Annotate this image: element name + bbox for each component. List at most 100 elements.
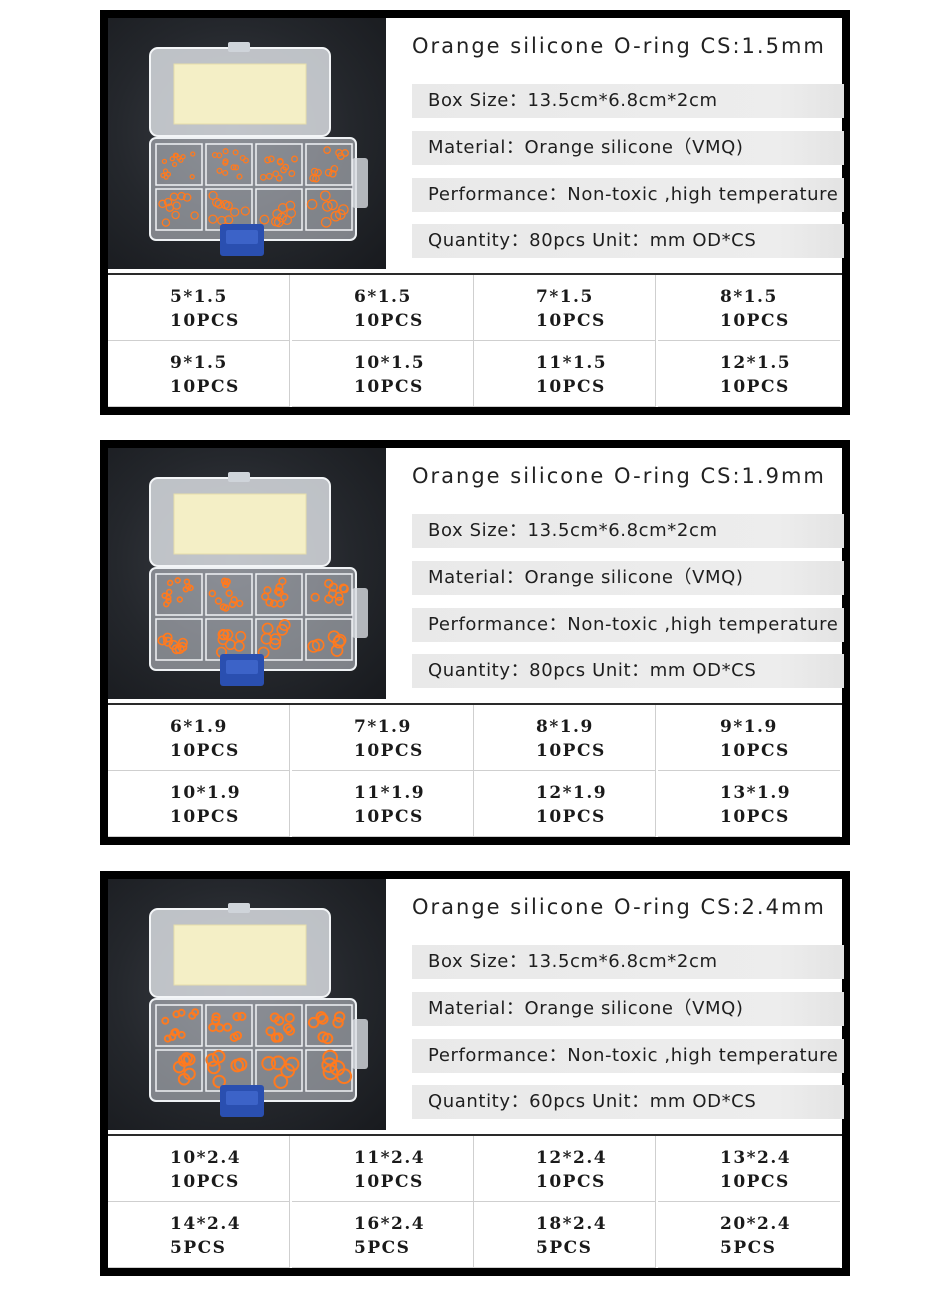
- qty-value: 10PCS: [536, 311, 606, 331]
- size-table-2: 6*1.9 10PCS 7*1.9 10PCS 8*1.9 10PCS 9*1.9 10…: [108, 703, 842, 837]
- size-cell: 12*2.4 10PCS: [474, 1136, 656, 1202]
- size-cell: 18*2.4 5PCS: [474, 1202, 656, 1268]
- size-value: 8*1.9: [536, 717, 594, 737]
- qty-value: 10PCS: [170, 377, 240, 397]
- qty-value: 10PCS: [170, 1172, 240, 1192]
- size-cell: 6*1.5 10PCS: [292, 275, 474, 341]
- product-photo-2: [108, 448, 386, 699]
- qty-value: 5PCS: [354, 1238, 411, 1258]
- size-cell: 14*2.4 5PCS: [108, 1202, 290, 1268]
- qty-value: 10PCS: [536, 741, 606, 761]
- size-cell: 13*2.4 10PCS: [658, 1136, 840, 1202]
- product-photo-1: [108, 18, 386, 269]
- organizer-box-illustration: [149, 903, 368, 1117]
- size-value: 12*2.4: [536, 1148, 608, 1168]
- size-value: 6*1.5: [354, 287, 412, 307]
- product-panel-2: Orange silicone O-ring CS:1.9mm Box Size…: [100, 440, 850, 845]
- size-cell: 10*1.9 10PCS: [108, 771, 290, 837]
- qty-value: 10PCS: [170, 741, 240, 761]
- qty-value: 10PCS: [720, 807, 790, 827]
- qty-value: 10PCS: [170, 311, 240, 331]
- spec-box-size: Box Size：13.5cm*6.8cm*2cm: [412, 84, 844, 118]
- spec-material: Material：Orange silicone（VMQ): [412, 561, 844, 595]
- size-cell: 13*1.9 10PCS: [658, 771, 840, 837]
- size-cell: 7*1.5 10PCS: [474, 275, 656, 341]
- size-cell: 10*2.4 10PCS: [108, 1136, 290, 1202]
- spec-performance: Performance：Non-toxic ,high temperature: [412, 178, 844, 212]
- qty-value: 10PCS: [354, 377, 424, 397]
- size-cell: 10*1.5 10PCS: [292, 341, 474, 407]
- size-value: 10*1.9: [170, 783, 242, 803]
- size-value: 7*1.9: [354, 717, 412, 737]
- size-value: 13*2.4: [720, 1148, 792, 1168]
- size-value: 11*1.5: [536, 353, 608, 373]
- spec-quantity: Quantity：80pcs Unit：mm OD*CS: [412, 654, 844, 688]
- spec-quantity: Quantity：60pcs Unit：mm OD*CS: [412, 1085, 844, 1119]
- spec-box-size: Box Size：13.5cm*6.8cm*2cm: [412, 945, 844, 979]
- size-value: 11*2.4: [354, 1148, 426, 1168]
- size-cell: 11*1.5 10PCS: [474, 341, 656, 407]
- panel-inner: Orange silicone O-ring CS:1.5mm Box Size…: [108, 18, 844, 407]
- size-value: 7*1.5: [536, 287, 594, 307]
- organizer-box-illustration: [149, 472, 368, 686]
- product-panel-3: Orange silicone O-ring CS:2.4mm Box Size…: [100, 871, 850, 1276]
- qty-value: 10PCS: [720, 311, 790, 331]
- spec-quantity: Quantity：80pcs Unit：mm OD*CS: [412, 224, 844, 258]
- size-value: 14*2.4: [170, 1214, 242, 1234]
- qty-value: 10PCS: [170, 807, 240, 827]
- size-value: 6*1.9: [170, 717, 228, 737]
- panel-title: Orange silicone O-ring CS:1.9mm: [412, 464, 826, 488]
- spec-performance: Performance：Non-toxic ,high temperature: [412, 1039, 844, 1073]
- size-cell: 6*1.9 10PCS: [108, 705, 290, 771]
- size-value: 10*2.4: [170, 1148, 242, 1168]
- organizer-box-illustration: [149, 42, 368, 256]
- qty-value: 5PCS: [170, 1238, 227, 1258]
- spec-section: Orange silicone O-ring CS:1.9mm Box Size…: [386, 448, 844, 699]
- size-table-3: 10*2.4 10PCS 11*2.4 10PCS 12*2.4 10PCS 13*2…: [108, 1134, 842, 1268]
- spec-section: Orange silicone O-ring CS:2.4mm Box Size…: [386, 879, 844, 1130]
- size-table-1: 5*1.5 10PCS 6*1.5 10PCS 7*1.5 10PCS 8*1.5 10…: [108, 273, 842, 407]
- spec-box-size: Box Size：13.5cm*6.8cm*2cm: [412, 514, 844, 548]
- size-cell: 9*1.5 10PCS: [108, 341, 290, 407]
- size-value: 13*1.9: [720, 783, 792, 803]
- qty-value: 10PCS: [536, 377, 606, 397]
- size-cell: 9*1.9 10PCS: [658, 705, 840, 771]
- size-cell: 11*1.9 10PCS: [292, 771, 474, 837]
- size-value: 20*2.4: [720, 1214, 792, 1234]
- size-value: 11*1.9: [354, 783, 426, 803]
- spec-material: Material：Orange silicone（VMQ): [412, 992, 844, 1026]
- qty-value: 10PCS: [354, 741, 424, 761]
- size-cell: 20*2.4 5PCS: [658, 1202, 840, 1268]
- qty-value: 10PCS: [354, 807, 424, 827]
- size-cell: 12*1.5 10PCS: [658, 341, 840, 407]
- panel-title: Orange silicone O-ring CS:1.5mm: [412, 34, 826, 58]
- size-cell: 8*1.9 10PCS: [474, 705, 656, 771]
- size-value: 16*2.4: [354, 1214, 426, 1234]
- spec-performance: Performance：Non-toxic ,high temperature: [412, 608, 844, 642]
- size-value: 18*2.4: [536, 1214, 608, 1234]
- size-cell: 12*1.9 10PCS: [474, 771, 656, 837]
- qty-value: 10PCS: [720, 741, 790, 761]
- size-cell: 8*1.5 10PCS: [658, 275, 840, 341]
- size-cell: 16*2.4 5PCS: [292, 1202, 474, 1268]
- qty-value: 5PCS: [536, 1238, 593, 1258]
- size-value: 12*1.9: [536, 783, 608, 803]
- size-value: 8*1.5: [720, 287, 778, 307]
- size-cell: 7*1.9 10PCS: [292, 705, 474, 771]
- size-value: 9*1.9: [720, 717, 778, 737]
- qty-value: 10PCS: [536, 807, 606, 827]
- qty-value: 10PCS: [354, 1172, 424, 1192]
- panel-inner: Orange silicone O-ring CS:1.9mm Box Size…: [108, 448, 844, 837]
- qty-value: 5PCS: [720, 1238, 777, 1258]
- qty-value: 10PCS: [720, 1172, 790, 1192]
- size-cell: 11*2.4 10PCS: [292, 1136, 474, 1202]
- size-cell: 5*1.5 10PCS: [108, 275, 290, 341]
- spec-material: Material：Orange silicone（VMQ): [412, 131, 844, 165]
- panel-title: Orange silicone O-ring CS:2.4mm: [412, 895, 826, 919]
- product-panel-1: Orange silicone O-ring CS:1.5mm Box Size…: [100, 10, 850, 415]
- size-value: 9*1.5: [170, 353, 228, 373]
- size-value: 5*1.5: [170, 287, 228, 307]
- qty-value: 10PCS: [354, 311, 424, 331]
- qty-value: 10PCS: [536, 1172, 606, 1192]
- size-value: 10*1.5: [354, 353, 426, 373]
